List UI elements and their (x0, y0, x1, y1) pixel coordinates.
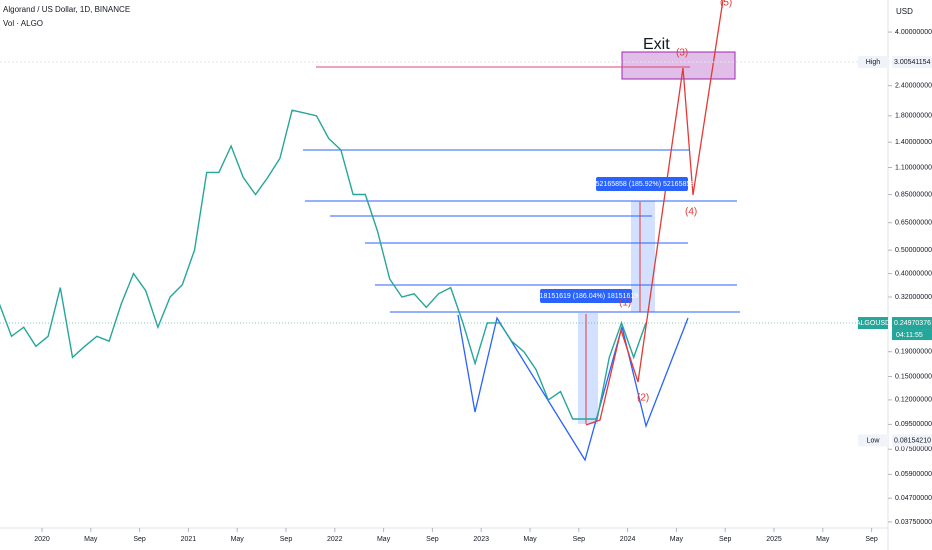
x-tick-label: May (377, 536, 391, 543)
y-tick-label: 0.03750000 (895, 519, 932, 526)
exit-box (621, 51, 736, 80)
y-tick-label: 0.15000000 (895, 373, 932, 380)
x-tick-label: 2022 (327, 536, 343, 543)
y-tick-label: 0.19000000 (895, 349, 932, 356)
y-tick-label: 1.80000000 (895, 113, 932, 120)
measure-label: 0.52165858 (185.92%) 52165858 (590, 181, 694, 188)
annotation: (2) (637, 393, 649, 404)
x-tick-label: 2021 (181, 536, 197, 543)
price-tag-label: 0.08154210 (894, 437, 931, 444)
currency: USD (896, 7, 913, 16)
price-tag (892, 434, 932, 447)
x-tick-label: 2024 (620, 536, 636, 543)
price-tag-label: 3.00541154 (894, 59, 931, 66)
chart-subtitle: Vol · ALGO (3, 19, 43, 28)
price-tag-name-box (858, 434, 888, 447)
annotation: (5) (720, 0, 732, 9)
x-tick-label: May (84, 536, 98, 543)
x-tick-label: 2025 (766, 536, 782, 543)
y-tick-label: 0.05900000 (895, 471, 932, 478)
x-tick-label: Sep (573, 536, 586, 543)
x-tick-label: May (816, 536, 830, 543)
measure-label-box (540, 289, 632, 303)
price-tag-name: High (866, 59, 881, 66)
x-tick-label: 2020 (34, 536, 50, 543)
annotation: Exit (643, 36, 670, 53)
x-tick-label: Sep (426, 536, 439, 543)
y-tick-label: 2.40000000 (895, 82, 932, 89)
y-tick-label: 4.00000000 (895, 29, 932, 36)
x-tick-label: Sep (133, 536, 146, 543)
y-tick-label: 0.85000000 (895, 191, 932, 198)
y-tick-label: 0.40000000 (895, 270, 932, 277)
measure-label: 0.18151619 (186.04%) 18151619 (534, 293, 638, 300)
price-tag-name-box (858, 56, 888, 69)
pattern-line (457, 314, 689, 462)
y-tick-label: 1.10000000 (895, 164, 932, 171)
wave-projection (585, 0, 724, 426)
x-tick-label: Sep (280, 536, 293, 543)
price-line (0, 109, 647, 420)
price-tag-name: ALGOUSD (856, 320, 890, 327)
measure-box (578, 313, 598, 424)
y-tick-label: 0.07500000 (895, 446, 932, 453)
chart-title: Algorand / US Dollar, 1D, BINANCE (3, 5, 130, 14)
price-tag (892, 56, 932, 69)
x-tick-label: Sep (865, 536, 878, 543)
x-tick-label: May (670, 536, 684, 543)
price-tag-name: Low (867, 437, 881, 444)
annotation: (1) (619, 298, 631, 309)
price-tag (892, 317, 932, 330)
x-tick-label: May (231, 536, 245, 543)
x-tick-label: 2023 (473, 536, 489, 543)
x-tick-label: Sep (719, 536, 732, 543)
measure-label-box (596, 177, 688, 191)
price-tag-label: 0.24970376 (894, 320, 931, 327)
annotation: (4) (685, 207, 697, 218)
y-tick-label: 0.04700000 (895, 495, 932, 502)
y-tick-label: 0.50000000 (895, 247, 932, 254)
y-tick-label: 0.12000000 (895, 397, 932, 404)
x-tick-label: May (523, 536, 537, 543)
y-tick-label: 1.40000000 (895, 139, 932, 146)
y-tick-label: 0.09500000 (895, 421, 932, 428)
y-tick-label: 0.32000000 (895, 294, 932, 301)
y-tick-label: 0.65000000 (895, 220, 932, 227)
annotation: (3) (676, 48, 688, 59)
countdown: 04:11:55 (896, 332, 923, 339)
drawings (303, 0, 740, 462)
countdown-box (892, 329, 932, 341)
price-tag-name-box (858, 317, 888, 330)
